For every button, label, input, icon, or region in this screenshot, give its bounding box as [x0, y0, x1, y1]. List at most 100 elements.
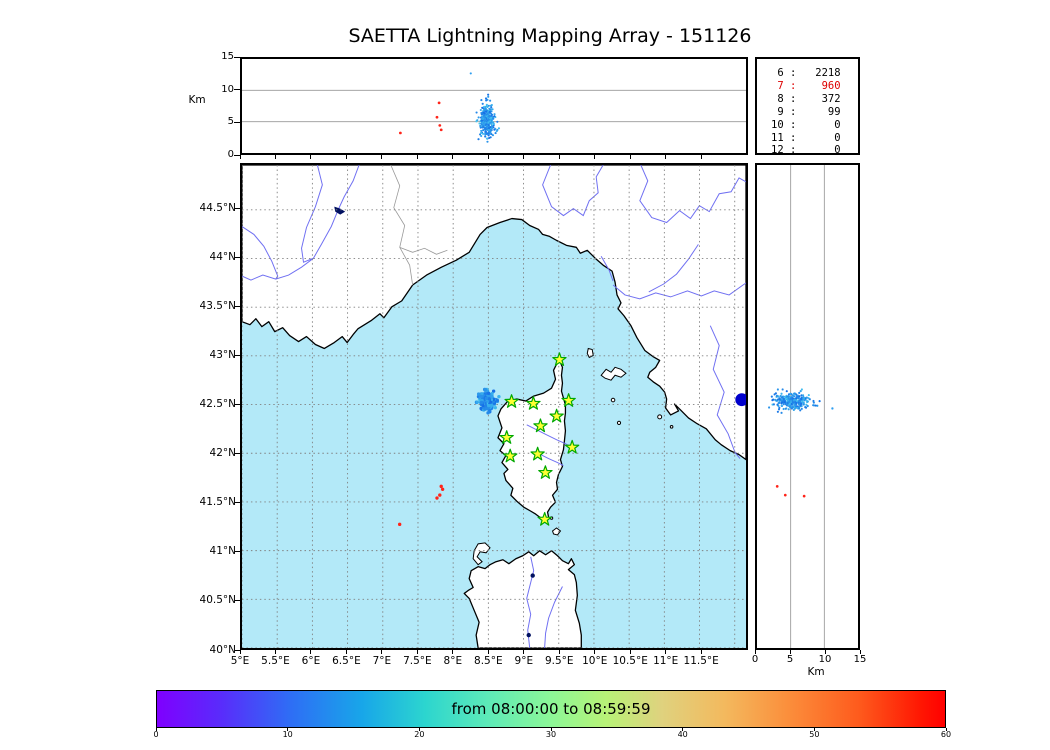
axis-tick-mark — [381, 650, 383, 654]
station-star — [552, 352, 567, 366]
axis-tick-mark — [700, 650, 702, 654]
axis-tick-mark — [813, 728, 815, 731]
axis-tick-mark — [945, 728, 947, 731]
time-colorbar: from 08:00:00 to 08:59:59 — [156, 690, 946, 728]
axis-tick-mark — [665, 650, 667, 654]
axis-tick-mark — [235, 649, 240, 651]
axis-tick-mark — [274, 155, 276, 159]
axis-tick-mark — [859, 650, 861, 654]
montecristo-island — [616, 420, 622, 425]
lon-tick-label: 10.5°E — [612, 655, 648, 667]
right-alt-tick-label: 5 — [786, 654, 794, 665]
axis-tick-mark — [558, 155, 560, 159]
station-star — [526, 396, 541, 410]
giannutri-island — [669, 425, 674, 429]
lakes — [334, 206, 535, 638]
axis-tick-mark — [235, 354, 240, 356]
axis-tick-mark — [235, 207, 240, 209]
altitude-longitude-panel — [240, 57, 748, 155]
legend-count-row: 7 : 960 — [771, 79, 841, 92]
axis-tick-mark — [594, 155, 596, 159]
map-panel — [240, 163, 748, 650]
axis-tick-mark — [487, 155, 489, 159]
top-alt-tick-label: 5 — [227, 116, 234, 128]
top-panel-gridlines — [242, 89, 746, 123]
top-alt-tick-label: 15 — [221, 51, 234, 62]
axis-tick-mark — [487, 650, 489, 654]
legend-count-row: 6 : 2218 — [771, 67, 841, 79]
lat-tick-label: 43.5°N — [199, 299, 236, 312]
station-star — [504, 394, 519, 408]
right-alt-tick-label: 15 — [853, 654, 867, 665]
asinara-island — [472, 542, 491, 566]
colorbar-tick-label: 60 — [940, 730, 952, 739]
axis-tick-mark — [310, 155, 312, 159]
edge-flash-dot — [735, 393, 746, 407]
lon-tick-label: 6°E — [301, 655, 321, 667]
axis-tick-mark — [682, 728, 684, 731]
axis-tick-mark — [345, 650, 347, 654]
colorbar-tick-label: 20 — [414, 730, 425, 739]
lon-tick-label: 9°E — [514, 655, 534, 667]
axis-tick-mark — [239, 650, 241, 654]
top-panel-scatter-layer — [398, 72, 501, 143]
axis-tick-mark — [274, 650, 276, 654]
axis-tick-mark — [234, 154, 240, 156]
station-star — [549, 408, 564, 423]
station-star — [503, 448, 518, 463]
axis-tick-mark — [239, 155, 241, 159]
pianosa-island — [610, 397, 616, 403]
axis-tick-mark — [234, 56, 240, 58]
axis-tick-mark — [235, 551, 240, 553]
lake-serre-poncon — [334, 206, 346, 215]
giglio-island — [657, 414, 663, 420]
station-star — [533, 418, 548, 433]
lon-tick-label: 11.5°E — [683, 655, 719, 667]
station-star — [538, 465, 553, 479]
axis-tick-mark — [418, 728, 420, 731]
legend-count-row: 12 : 0 — [771, 144, 841, 157]
lon-tick-label: 6.5°E — [332, 655, 361, 667]
axis-tick-mark — [523, 155, 525, 159]
lat-tick-label: 42.5°N — [199, 398, 236, 411]
source-counts-rows: 6 : 2218 7 : 960 8 : 372 9 : 99 10 : 0 11 … — [757, 67, 858, 157]
lon-tick-label: 11°E — [653, 655, 679, 667]
lat-tick-label: 41.5°N — [199, 496, 236, 509]
axis-tick-mark — [235, 502, 240, 504]
chart-title: SAETTA Lightning Mapping Array - 151126 — [348, 25, 752, 47]
axis-tick-mark — [629, 155, 631, 159]
axis-tick-mark — [235, 453, 240, 455]
source-counts-legend: 6 : 2218 7 : 960 8 : 372 9 : 99 10 : 0 11 … — [755, 57, 860, 157]
top-alt-tick-label: 0 — [227, 149, 234, 160]
station-star — [499, 430, 514, 444]
colorbar-tick-label: 0 — [153, 730, 159, 739]
maddalena-islands — [551, 527, 562, 536]
axis-tick-mark — [789, 650, 791, 654]
colorbar-tick-label: 50 — [809, 730, 820, 739]
lon-tick-label: 7.5°E — [403, 655, 432, 667]
right-km-axis-label: Km — [807, 666, 825, 678]
axis-tick-mark — [550, 728, 552, 731]
axis-tick-mark — [629, 650, 631, 654]
colorbar-tick-label: 40 — [677, 730, 688, 739]
station-stars-layer — [499, 352, 580, 526]
axis-tick-mark — [754, 650, 756, 654]
lon-tick-label: 8°E — [443, 655, 463, 667]
axis-tick-mark — [235, 305, 240, 307]
sardinia-landmass — [463, 550, 582, 648]
colorbar-tick-label: 30 — [545, 730, 557, 739]
axis-tick-mark — [381, 155, 383, 159]
small-islands — [472, 347, 674, 566]
mainland-coastline — [242, 165, 746, 461]
station-star — [564, 439, 580, 454]
axis-tick-mark — [155, 728, 157, 731]
lon-tick-label: 8.5°E — [474, 655, 503, 667]
station-star — [537, 511, 552, 526]
lon-tick-label: 5°E — [230, 655, 250, 667]
lat-tick-label: 40°N — [209, 643, 236, 656]
legend-count-row: 8 : 372 — [771, 92, 841, 105]
lon-tick-label: 7°E — [372, 655, 392, 667]
map-scatter-layer — [397, 387, 746, 527]
lat-tick-label: 42°N — [209, 447, 236, 460]
